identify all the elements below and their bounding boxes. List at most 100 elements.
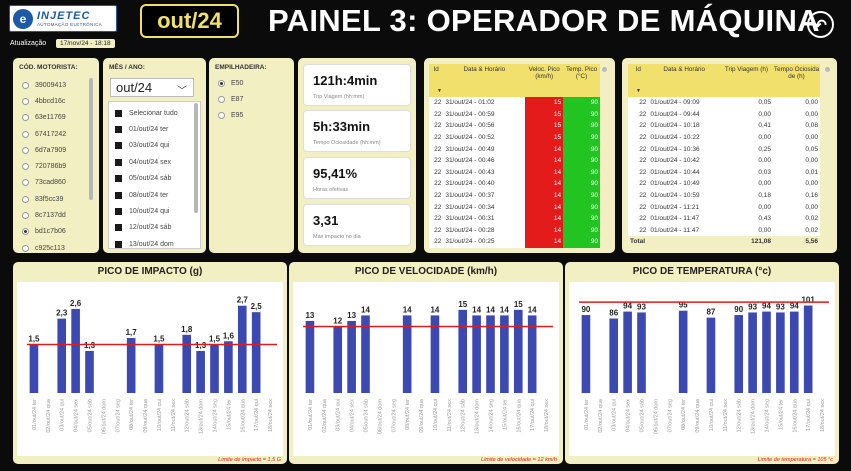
table-row[interactable]: 22 01/out/24 - 09:09 0,05 0,00 (628, 97, 820, 109)
mes-option[interactable]: 08/out/24 ter (109, 187, 200, 203)
column-header[interactable]: Trip Viagem (h) (719, 64, 773, 97)
table-row[interactable]: 22 31/out/24 - 01:02 15 90 (429, 97, 600, 109)
chart-bar[interactable] (251, 312, 261, 393)
mes-option[interactable]: 04/out/24 sex (109, 154, 200, 170)
table-row[interactable]: 22 31/out/24 - 00:25 14 90 (429, 236, 600, 248)
motorista-option[interactable]: 67417242 (22, 126, 66, 142)
table-row[interactable]: 22 01/out/24 - 09:44 0,00 0,00 (628, 108, 820, 121)
motorista-option[interactable]: bd1c7b06 (22, 224, 66, 240)
mes-option[interactable]: 13/out/24 dom (109, 236, 200, 252)
table-row[interactable]: 22 01/out/24 - 11:47 0,43 0,02 (628, 212, 820, 225)
table-row[interactable]: 22 31/out/24 - 00:31 14 90 (429, 212, 600, 225)
chart-bar[interactable] (182, 334, 192, 393)
chart-bar[interactable] (472, 315, 481, 393)
chart-bar[interactable] (486, 315, 495, 393)
motorista-option[interactable]: c925c113 (22, 240, 66, 256)
chart-bar[interactable] (789, 311, 799, 393)
chart-bar[interactable] (609, 318, 619, 393)
chart-bar[interactable] (347, 320, 356, 393)
table-row[interactable]: 22 01/out/24 - 10:49 0,00 0,00 (628, 178, 820, 190)
table-row[interactable]: 22 31/out/24 - 00:46 14 90 (429, 154, 600, 167)
motorista-option[interactable]: 720786b9 (22, 158, 66, 174)
chart-bar[interactable] (748, 312, 757, 393)
motorista-option[interactable]: 8c7137dd (22, 207, 66, 223)
chart-bar[interactable] (333, 326, 343, 393)
chart-bar[interactable] (762, 311, 771, 393)
motorista-option[interactable]: 83f5cc39 (22, 191, 66, 207)
motorista-option[interactable]: 39009413 (22, 77, 66, 93)
motorista-scrollbar[interactable] (89, 78, 93, 200)
motorista-option[interactable]: 4bbcd16c (22, 93, 66, 109)
motorista-option[interactable]: 73cad860 (22, 175, 66, 191)
chart-bar[interactable] (224, 341, 233, 393)
chart-bar[interactable] (237, 305, 247, 393)
mes-option[interactable]: Selecionar tudo (109, 105, 200, 121)
mes-dropdown[interactable]: out/24 ﹀ (110, 78, 194, 97)
table-row[interactable]: 22 31/out/24 - 00:28 14 90 (429, 224, 600, 237)
column-header[interactable]: Tempo Ociosida de (h) (773, 64, 820, 97)
table-row[interactable]: 22 31/out/24 - 00:43 14 90 (429, 166, 600, 179)
motorista-option[interactable]: 6d7a7909 (22, 142, 66, 158)
chart-bar[interactable] (402, 315, 412, 393)
chart-bar[interactable] (500, 315, 509, 393)
table-row[interactable]: 22 01/out/24 - 11:21 0,00 0,00 (628, 201, 820, 213)
table-row[interactable]: 22 31/out/24 - 00:59 15 90 (429, 108, 600, 121)
table-row[interactable]: 22 31/out/24 - 00:40 14 90 (429, 178, 600, 190)
table-row[interactable]: 22 01/out/24 - 10:42 0,00 0,00 (628, 154, 820, 167)
chart-bar[interactable] (85, 350, 94, 393)
chart-bar[interactable] (513, 309, 523, 393)
motorista-option[interactable]: 63e11769 (22, 110, 66, 126)
table-row[interactable]: 22 31/out/24 - 00:34 14 90 (429, 201, 600, 213)
back-button[interactable]: ↶ (807, 11, 834, 38)
chart-bar[interactable] (196, 350, 205, 393)
chart-bar[interactable] (71, 308, 80, 393)
chart-bar[interactable] (803, 305, 813, 393)
table-row[interactable]: 22 01/out/24 - 11:47 0,00 0,02 (628, 224, 820, 237)
mes-option[interactable]: 03/out/24 qui (109, 138, 200, 154)
chart-bar[interactable] (776, 312, 785, 393)
table-row[interactable]: 22 01/out/24 - 10:59 0,18 0,16 (628, 189, 820, 202)
chart-bar[interactable] (430, 315, 440, 393)
table-row[interactable]: 22 01/out/24 - 10:44 0,03 0,01 (628, 166, 820, 179)
table-row[interactable]: 22 01/out/24 - 10:18 0,41 0,08 (628, 120, 820, 132)
month-button[interactable]: out/24 (140, 4, 239, 38)
column-header[interactable]: Id ▼ (628, 64, 649, 97)
mes-option[interactable]: 05/out/24 sáb (109, 171, 200, 187)
chart-bar[interactable] (126, 338, 136, 393)
chart-bar[interactable] (734, 315, 744, 393)
mes-option[interactable]: 01/out/24 ter (109, 121, 200, 137)
mes-scrollbar[interactable] (194, 103, 198, 213)
column-header[interactable]: Veloc. Pico (km/h) (525, 64, 564, 97)
empilhadeira-option[interactable]: E87 (218, 91, 243, 107)
more-options-icon[interactable] (825, 67, 830, 72)
chart-bar[interactable] (154, 344, 164, 394)
column-header[interactable]: Temp. Pico (°C) (563, 64, 600, 97)
table-row[interactable]: 22 31/out/24 - 00:52 15 90 (429, 131, 600, 144)
column-header[interactable]: Data & Horário (648, 64, 720, 97)
chart-bar[interactable] (678, 310, 688, 393)
chart-bar[interactable] (29, 344, 39, 394)
table-row[interactable]: 22 01/out/24 - 10:36 0,25 0,05 (628, 143, 820, 155)
chart-bar[interactable] (706, 317, 716, 393)
chart-bar[interactable] (581, 315, 591, 393)
mes-option[interactable]: 12/out/24 sáb (109, 220, 200, 236)
empilhadeira-option[interactable]: E95 (218, 108, 243, 124)
chart-bar[interactable] (527, 315, 537, 393)
chart-bar[interactable] (305, 320, 315, 393)
chart-bar[interactable] (623, 311, 632, 393)
chart-bar[interactable] (57, 318, 67, 393)
column-header[interactable]: Data & Horário (443, 64, 526, 97)
chart-bar[interactable] (458, 309, 468, 393)
chart-bar[interactable] (361, 315, 370, 393)
table-row[interactable]: 22 01/out/24 - 10:22 0,00 0,00 (628, 131, 820, 144)
motorista-slicer: CÓD. MOTORISTA: 39009413 4bbcd16c 63e11769… (13, 58, 99, 253)
column-header[interactable]: Id ▼ (429, 64, 444, 97)
empilhadeira-option[interactable]: E50 (218, 75, 243, 91)
table-row[interactable]: 22 31/out/24 - 00:56 15 90 (429, 120, 600, 132)
more-options-icon[interactable] (602, 67, 607, 72)
chart-bar[interactable] (637, 312, 646, 393)
chart-bar[interactable] (210, 344, 219, 394)
mes-option[interactable]: 10/out/24 qui (109, 203, 200, 219)
table-row[interactable]: 22 31/out/24 - 00:37 14 90 (429, 189, 600, 202)
table-row[interactable]: 22 31/out/24 - 00:49 14 90 (429, 143, 600, 155)
